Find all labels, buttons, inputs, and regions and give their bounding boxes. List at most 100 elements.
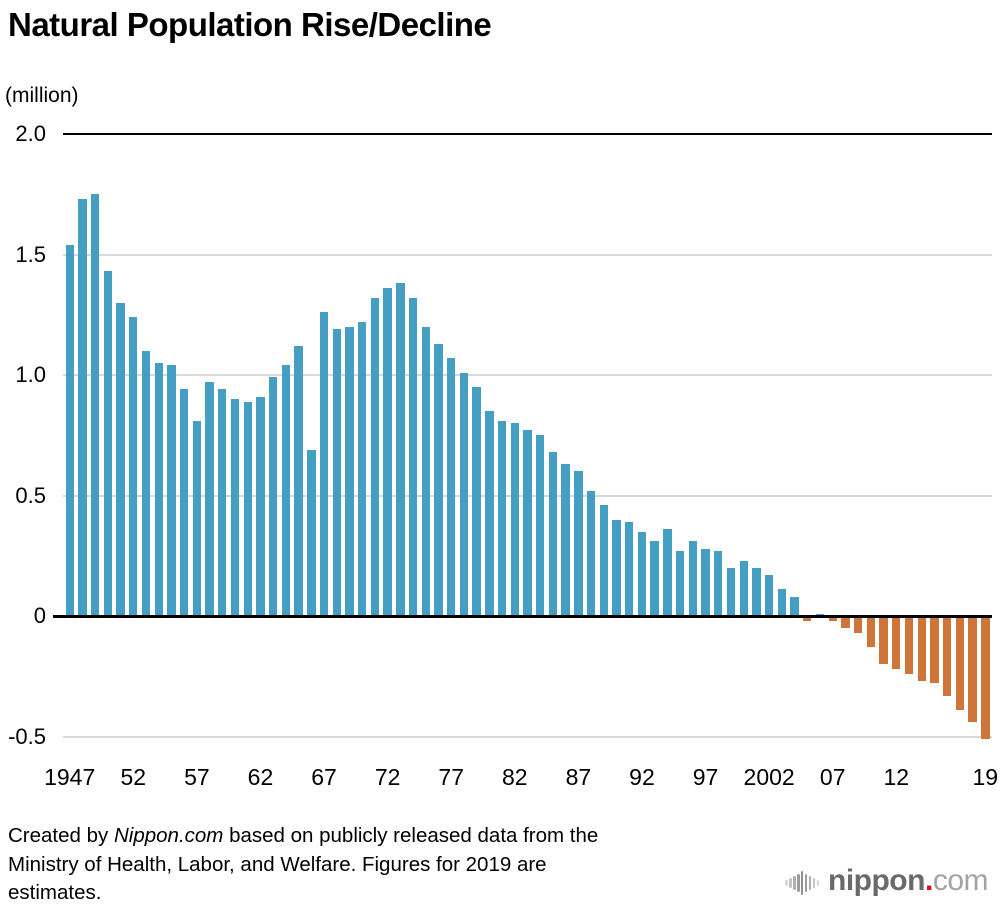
y-tick-label-1.0: 1.0 xyxy=(15,362,46,387)
bar-1970 xyxy=(357,321,367,616)
x-tick-label-1992: 92 xyxy=(629,764,655,790)
bar-2002 xyxy=(764,575,774,616)
bar-2017 xyxy=(955,616,965,710)
bar-1974 xyxy=(408,297,418,616)
bar-2007 xyxy=(828,616,837,621)
bar-1971 xyxy=(370,297,380,616)
x-tick-label-1977: 77 xyxy=(438,764,464,790)
bar-1960 xyxy=(230,399,240,616)
bar-1976 xyxy=(434,343,443,616)
bar-2012 xyxy=(892,616,901,670)
bar-1951 xyxy=(116,302,125,616)
x-tick-label-1987: 87 xyxy=(565,764,592,790)
bar-2005 xyxy=(803,616,812,621)
soundwave-bars-icon xyxy=(785,871,819,895)
gridline-2.0 xyxy=(63,133,992,135)
bar-2009 xyxy=(853,616,863,633)
y-tick-label-2.0: 2.0 xyxy=(15,121,46,146)
bar-1984 xyxy=(536,435,545,616)
x-tick-label-1997: 97 xyxy=(692,764,719,790)
bar-1961 xyxy=(243,401,252,616)
y-tick-label--0.5: -0.5 xyxy=(8,723,46,749)
bar-2016 xyxy=(942,616,952,696)
y-tick-label-0.5: 0.5 xyxy=(15,482,46,508)
y-axis-unit-label: (million) xyxy=(5,84,79,107)
gridline-0 xyxy=(53,614,992,618)
bar-1964 xyxy=(281,365,291,616)
logo-wordmark: nippon.com xyxy=(828,864,989,897)
bar-1978 xyxy=(459,372,469,616)
x-tick-label-2002: 2002 xyxy=(743,764,795,790)
bar-1955 xyxy=(167,365,176,616)
bar-2013 xyxy=(904,616,914,674)
bar-1966 xyxy=(307,449,316,616)
bar-1948 xyxy=(78,199,87,616)
bar-1975 xyxy=(421,326,430,616)
gridline-1.0 xyxy=(63,374,992,376)
source-note-line1: Created by Nippon.com based on publicly … xyxy=(8,824,599,847)
bar-1999 xyxy=(726,567,736,616)
y-tick-label-0: 0 xyxy=(33,603,46,628)
bar-1959 xyxy=(218,389,227,616)
source-note-line2: Ministry of Health, Labor, and Welfare. … xyxy=(8,852,547,876)
source-note-line3: estimates. xyxy=(8,881,102,904)
nippon-com-logo: nippon.com xyxy=(785,860,989,902)
bar-1965 xyxy=(294,346,303,616)
bar-1994 xyxy=(663,529,672,616)
x-tick-label-1982: 82 xyxy=(501,764,528,790)
x-tick-label-1972: 72 xyxy=(374,764,401,790)
bar-1958 xyxy=(205,382,214,616)
x-tick-label-1947: 1947 xyxy=(44,764,96,790)
bar-2011 xyxy=(879,616,888,665)
bar-1981 xyxy=(497,420,507,616)
bar-1979 xyxy=(472,387,481,616)
bar-1957 xyxy=(192,420,202,616)
bar-1980 xyxy=(485,411,494,616)
bar-1998 xyxy=(714,550,723,616)
bar-1956 xyxy=(179,389,189,616)
x-tick-label-2007: 07 xyxy=(819,764,846,790)
bar-2019 xyxy=(981,616,990,739)
bar-2015 xyxy=(930,616,939,684)
bar-1991 xyxy=(625,522,634,616)
bar-1985 xyxy=(548,452,558,616)
source-name-italic: Nippon.com xyxy=(113,824,224,847)
bar-1995 xyxy=(675,550,685,616)
x-tick-label-1967: 67 xyxy=(311,764,337,790)
bar-1983 xyxy=(523,430,532,616)
bar-2014 xyxy=(917,616,926,682)
bar-1982 xyxy=(510,423,519,616)
bar-1963 xyxy=(268,377,278,616)
bar-1962 xyxy=(256,396,265,616)
bar-2001 xyxy=(752,567,761,616)
bar-1973 xyxy=(396,283,405,616)
bar-1968 xyxy=(332,329,341,616)
chart-title: Natural Population Rise/Decline xyxy=(8,6,492,43)
bar-1953 xyxy=(141,350,151,616)
bar-2008 xyxy=(841,616,850,629)
bar-2003 xyxy=(777,589,787,616)
bar-1950 xyxy=(103,271,113,616)
bar-2018 xyxy=(968,616,977,723)
bar-1996 xyxy=(688,541,698,616)
bar-1949 xyxy=(90,194,100,616)
bar-1969 xyxy=(345,326,354,616)
bar-1947 xyxy=(65,244,74,616)
bar-2000 xyxy=(739,560,748,616)
bar-1997 xyxy=(701,548,710,616)
bar-1972 xyxy=(383,288,392,616)
bar-1993 xyxy=(650,541,659,616)
bar-1989 xyxy=(599,505,608,616)
bar-1986 xyxy=(561,464,570,616)
x-tick-label-1957: 57 xyxy=(184,764,210,790)
bar-1954 xyxy=(154,362,163,616)
bar-2004 xyxy=(790,596,799,616)
x-tick-label-2012: 12 xyxy=(883,764,910,790)
x-tick-label-1962: 62 xyxy=(247,764,274,790)
bar-2010 xyxy=(866,616,876,648)
y-tick-label-1.5: 1.5 xyxy=(15,241,46,267)
x-tick-label-2019: 19 xyxy=(972,764,999,790)
x-tick-label-1952: 52 xyxy=(120,764,147,790)
bar-1988 xyxy=(586,490,596,616)
